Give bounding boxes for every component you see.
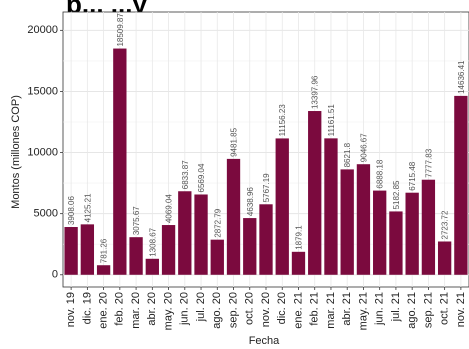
data-label: 13397.96 bbox=[311, 75, 320, 109]
bar-may-21 bbox=[356, 164, 371, 275]
x-tick-label: jul. 20 bbox=[195, 292, 207, 322]
data-label: 6569.04 bbox=[197, 163, 206, 192]
bar-mar-20 bbox=[129, 237, 143, 275]
x-tick-label: dic. 20 bbox=[276, 292, 288, 324]
data-label: 781.26 bbox=[100, 238, 109, 263]
x-tick-label: nov. 21 bbox=[455, 292, 467, 327]
data-label: 1308.67 bbox=[148, 227, 157, 256]
x-tick-label: jul. 21 bbox=[390, 292, 402, 322]
x-tick-label: ago. 21 bbox=[406, 292, 418, 329]
bar-abr-21 bbox=[340, 169, 354, 275]
x-axis-title: Fecha bbox=[249, 335, 280, 347]
bar-oct-21 bbox=[437, 241, 452, 275]
data-label: 4638.96 bbox=[246, 187, 255, 216]
data-label: 18509.87 bbox=[116, 13, 125, 47]
data-label: 1879.1 bbox=[294, 225, 303, 250]
data-label: 2723.72 bbox=[441, 210, 450, 239]
x-tick-label: oct. 21 bbox=[439, 292, 451, 325]
bar-nov-21 bbox=[454, 95, 468, 275]
bar-jun-21 bbox=[373, 190, 387, 275]
x-tick-label: oct. 20 bbox=[244, 292, 256, 325]
bar-jun-20 bbox=[178, 191, 192, 275]
y-tick-label: 20000 bbox=[27, 24, 58, 36]
x-tick-label: sep. 21 bbox=[422, 292, 434, 328]
bar-feb-20 bbox=[113, 48, 127, 275]
bar-dic-19 bbox=[80, 224, 95, 275]
data-label: 6833.87 bbox=[181, 160, 190, 189]
data-label: 4125.21 bbox=[83, 193, 92, 222]
x-tick-label: nov. 19 bbox=[65, 292, 77, 327]
bar-may-20 bbox=[161, 225, 176, 275]
data-label: 5182.85 bbox=[392, 180, 401, 209]
data-label: 4069.04 bbox=[165, 194, 174, 223]
y-tick-label: 0 bbox=[52, 269, 58, 281]
x-tick-label: dic. 19 bbox=[81, 292, 93, 324]
data-label: 2872.79 bbox=[213, 208, 222, 237]
data-label: 8621.8 bbox=[343, 142, 352, 167]
x-tick-label: abr. 21 bbox=[341, 292, 353, 326]
bar-jul-21 bbox=[389, 211, 403, 275]
x-tick-label: feb. 20 bbox=[114, 292, 126, 326]
bar-dic-20 bbox=[275, 138, 289, 275]
data-label: 14636.41 bbox=[457, 60, 466, 94]
x-tick-label: ene. 21 bbox=[292, 292, 304, 329]
bar-ene-21 bbox=[291, 251, 306, 275]
x-tick-label: nov. 20 bbox=[260, 292, 272, 327]
y-tick-label: 5000 bbox=[34, 208, 58, 220]
x-tick-label: mar. 20 bbox=[130, 292, 142, 329]
x-tick-label: ago. 20 bbox=[211, 292, 223, 329]
bar-ago-21 bbox=[405, 192, 419, 275]
bar-sep-21 bbox=[421, 179, 436, 275]
data-label: 6715.48 bbox=[408, 161, 417, 190]
data-label: 3075.67 bbox=[132, 206, 141, 235]
bar-ene-20 bbox=[96, 265, 111, 275]
bar-nov-20 bbox=[259, 204, 273, 275]
data-label: 11156.23 bbox=[278, 104, 287, 137]
x-tick-label: sep. 20 bbox=[227, 292, 239, 328]
x-tick-label: jun. 20 bbox=[179, 292, 191, 326]
bar-oct-20 bbox=[243, 218, 257, 275]
x-tick-label: jun. 21 bbox=[374, 292, 386, 326]
x-tick-label: may. 20 bbox=[162, 292, 174, 330]
bar-nov-19 bbox=[64, 227, 78, 275]
y-axis-title: Montos (millones COP) bbox=[10, 95, 22, 209]
x-tick-label: may. 21 bbox=[357, 292, 369, 330]
data-label: 6888.18 bbox=[376, 159, 385, 188]
bar-jul-20 bbox=[194, 194, 208, 275]
bar-ago-20 bbox=[210, 239, 224, 275]
data-label: 9481.85 bbox=[230, 127, 239, 156]
x-tick-label: ene. 20 bbox=[98, 292, 110, 329]
bar-feb-21 bbox=[308, 111, 322, 275]
x-tick-label: feb. 21 bbox=[309, 292, 321, 326]
bar-abr-20 bbox=[145, 258, 159, 275]
data-label: 3908.06 bbox=[67, 196, 76, 225]
data-label: 7777.83 bbox=[424, 148, 433, 177]
bar-sep-20 bbox=[226, 158, 241, 275]
y-tick-label: 15000 bbox=[27, 85, 58, 97]
data-label: 11161.51 bbox=[327, 104, 336, 137]
data-label: 9046.67 bbox=[359, 133, 368, 162]
bar-mar-21 bbox=[324, 138, 338, 275]
data-label: 5767.19 bbox=[262, 173, 271, 202]
x-tick-label: mar. 21 bbox=[325, 292, 337, 329]
y-tick-label: 10000 bbox=[27, 146, 58, 158]
x-tick-label: abr. 20 bbox=[146, 292, 158, 326]
